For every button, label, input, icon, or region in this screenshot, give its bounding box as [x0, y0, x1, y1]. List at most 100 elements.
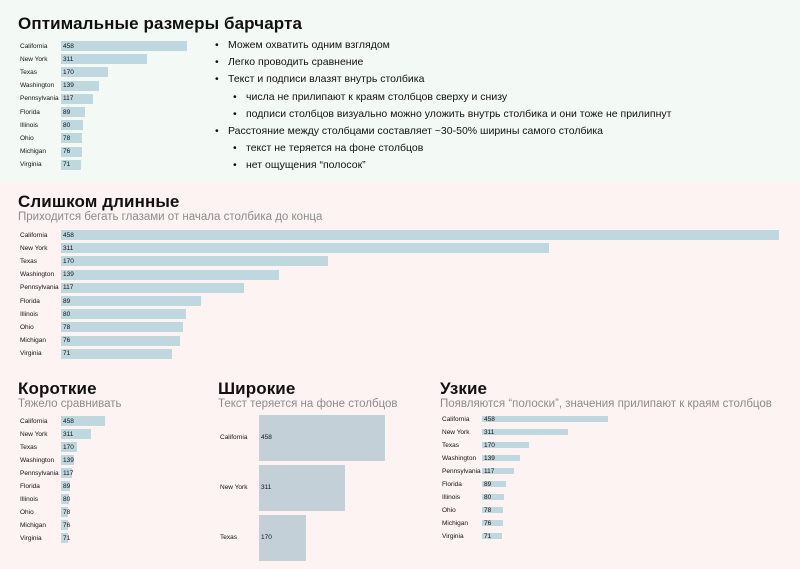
sub-bullet-item: • подписи столбцов визуально можно уложит… [233, 108, 671, 120]
too-long-title: Слишком длинные [18, 192, 180, 211]
sub-bullet-item: • текст не теряется на фоне столбцов [233, 142, 423, 154]
bullet-dot-icon: • [215, 39, 219, 51]
bar [482, 481, 507, 487]
bar-value-label: 71 [484, 533, 492, 540]
bar-value-label: 311 [484, 429, 495, 436]
category-label: California [20, 417, 48, 425]
bad-examples-section [0, 183, 800, 569]
bar [482, 533, 502, 539]
bullet-item: • Можем охватить одним взглядом [215, 39, 390, 51]
bar [61, 455, 75, 465]
category-label: New York [20, 55, 48, 63]
bar-value-label: 117 [484, 468, 495, 475]
bar [61, 335, 181, 346]
category-label: Florida [20, 297, 40, 305]
too-long-subtitle: Приходится бегать глазами от начала стол… [18, 211, 323, 223]
bar-value-label: 458 [63, 42, 74, 50]
bar-value-label: 80 [63, 495, 71, 503]
category-label: Washington [20, 456, 55, 464]
category-label: Pennsylvania [20, 469, 59, 477]
bar [61, 416, 105, 426]
bar-value-label: 139 [484, 455, 495, 462]
category-label: New York [442, 429, 470, 436]
short-subtitle: Тяжело сравнивать [18, 398, 122, 410]
category-label: Texas [220, 534, 237, 541]
category-label: California [20, 42, 48, 50]
bar [61, 80, 100, 91]
bar-value-label: 71 [63, 350, 71, 358]
bullet-dot-icon: • [215, 73, 219, 86]
bar [61, 67, 108, 78]
category-label: Ohio [442, 507, 456, 514]
bullet-dot-icon: • [233, 107, 237, 120]
category-label: New York [220, 484, 248, 491]
short-title: Короткие [18, 379, 97, 398]
sub-bullet-item: • числа не прилипают к краям столбцов све… [233, 91, 507, 103]
bullet-text: подписи столбцов визуально можно уложить… [246, 107, 672, 120]
bar-value-label: 170 [261, 534, 272, 541]
bar [61, 159, 81, 170]
bar-value-label: 117 [63, 284, 74, 292]
bullet-text: числа не прилипают к краям столбцов свер… [246, 90, 508, 103]
bar [482, 442, 529, 448]
bar-value-label: 139 [63, 82, 74, 90]
bar [482, 507, 504, 513]
category-label: Washington [20, 271, 55, 279]
bar [61, 533, 68, 543]
bar-value-label: 71 [63, 534, 71, 542]
bar [61, 146, 82, 157]
bar [61, 93, 94, 104]
bar-value-label: 311 [63, 430, 74, 438]
bullet-item: • Расстояние между столбцами составляет ~… [215, 125, 603, 137]
bar [61, 481, 70, 491]
bar [61, 507, 69, 517]
category-label: Florida [442, 481, 462, 488]
category-label: Michigan [20, 337, 47, 345]
bar-value-label: 78 [63, 508, 71, 516]
bar-value-label: 78 [63, 323, 71, 331]
narrow-title: Узкие [440, 379, 488, 398]
category-label: Texas [20, 68, 37, 76]
bar [61, 348, 173, 359]
bar-value-label: 76 [63, 148, 71, 156]
bar-value-label: 311 [261, 484, 272, 491]
bar-value-label: 170 [63, 257, 74, 265]
bar [61, 282, 245, 293]
bar-value-label: 458 [63, 231, 74, 239]
bullet-dot-icon: • [215, 56, 219, 69]
category-label: Ohio [20, 508, 34, 516]
bar [61, 120, 83, 131]
category-label: Illinois [442, 494, 461, 501]
category-label: Illinois [20, 495, 39, 503]
bar-value-label: 170 [63, 68, 74, 76]
bar [482, 520, 503, 526]
bar-value-label: 89 [63, 297, 71, 305]
bar-value-label: 89 [63, 108, 71, 116]
category-label: Florida [20, 108, 40, 116]
bar [61, 494, 69, 504]
bar [482, 468, 515, 474]
wide-subtitle: Текст теряется на фоне столбцов [218, 398, 398, 410]
bar [61, 520, 69, 530]
bar-value-label: 76 [484, 520, 492, 527]
wide-title: Широкие [218, 379, 296, 398]
category-label: Michigan [20, 521, 47, 529]
category-label: New York [20, 244, 48, 252]
category-label: Pennsylvania [442, 468, 481, 475]
category-label: Ohio [20, 323, 34, 331]
bullet-dot-icon: • [233, 159, 237, 172]
bar [259, 415, 385, 461]
bar [61, 309, 187, 320]
category-label: Washington [442, 455, 477, 462]
category-label: California [442, 416, 470, 423]
bar-value-label: 78 [484, 507, 492, 514]
bar-value-label: 71 [63, 161, 71, 169]
optimal-title: Оптимальные размеры барчарта [18, 14, 302, 33]
bar [61, 322, 184, 333]
bar [61, 107, 86, 117]
category-label: California [220, 434, 248, 441]
bar [259, 465, 345, 511]
bullet-dot-icon: • [215, 125, 219, 137]
category-label: New York [20, 430, 48, 438]
bar [482, 494, 504, 500]
